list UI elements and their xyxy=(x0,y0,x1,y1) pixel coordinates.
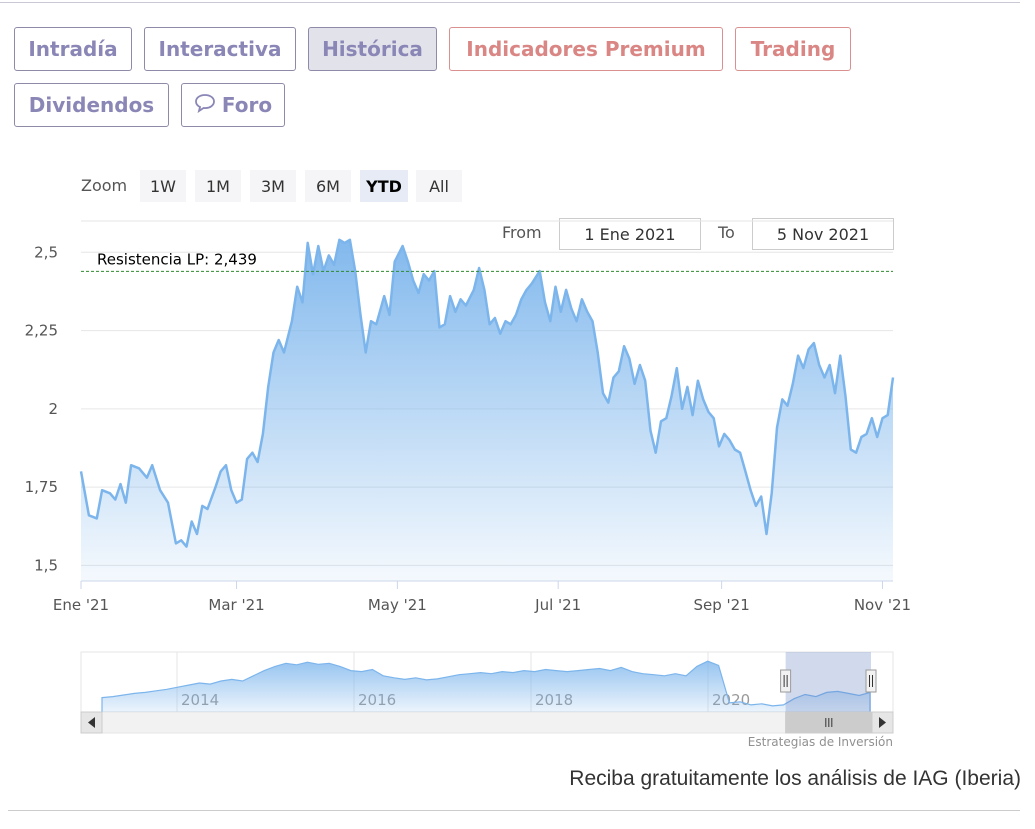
navigator-selection[interactable] xyxy=(785,652,871,712)
scrollbar-thumb[interactable] xyxy=(785,711,873,734)
range-1w-button[interactable]: 1W xyxy=(140,170,186,202)
tab-interactiva[interactable]: Interactiva xyxy=(144,27,296,71)
range-6m-button[interactable]: 6M xyxy=(305,170,351,202)
tab-trading[interactable]: Trading xyxy=(735,27,851,71)
y-tick-label: 1,75 xyxy=(25,478,58,496)
navigator-area xyxy=(101,660,871,713)
navigator-left-handle[interactable] xyxy=(780,669,792,693)
tab-intradia[interactable]: Intradía xyxy=(14,27,132,71)
triangle-left-icon xyxy=(88,717,95,728)
navigator-right-handle[interactable] xyxy=(865,669,877,693)
x-tick-label: Nov '21 xyxy=(854,596,911,614)
x-tick-label: Jul '21 xyxy=(534,596,581,614)
chart-credits[interactable]: Estrategias de Inversión xyxy=(747,735,893,749)
to-label: To xyxy=(718,223,735,242)
x-tick-label: Ene '21 xyxy=(53,596,109,614)
x-tick-label: May '21 xyxy=(368,596,427,614)
y-axis-labels: 1,5 1,75 2 2,25 2,5 xyxy=(25,243,58,574)
y-tick-label: 1,5 xyxy=(34,556,58,574)
tab-historica[interactable]: Histórica xyxy=(308,27,437,71)
navigator-year-label: 2016 xyxy=(358,691,396,709)
x-tick-label: Sep '21 xyxy=(694,596,750,614)
y-grid xyxy=(81,251,893,566)
tab-foro[interactable]: Foro xyxy=(181,83,285,127)
range-3m-button[interactable]: 3M xyxy=(250,170,296,202)
to-date-input[interactable]: 5 Nov 2021 xyxy=(752,218,894,250)
navigator-frame xyxy=(80,651,894,713)
price-line xyxy=(79,238,895,548)
scroll-right-button[interactable] xyxy=(871,711,894,734)
y-tick-label: 2,25 xyxy=(25,322,58,340)
navigator-year-label: 2018 xyxy=(535,691,573,709)
analysis-cta-link[interactable]: Reciba gratuitamente los análisis de IAG… xyxy=(569,767,1021,790)
navigator-year-label: 2020 xyxy=(712,691,750,709)
navigator-year-label: 2014 xyxy=(181,691,219,709)
tab-indicadores-premium[interactable]: Indicadores Premium xyxy=(449,27,723,71)
range-1m-button[interactable]: 1M xyxy=(195,170,241,202)
triangle-right-icon xyxy=(879,717,886,728)
top-divider xyxy=(0,2,1020,3)
y-tick-label: 2 xyxy=(48,400,58,418)
range-ytd-button[interactable]: YTD xyxy=(360,170,408,202)
tab-dividendos[interactable]: Dividendos xyxy=(14,83,169,127)
x-axis-labels: Ene '21 Mar '21 May '21 Jul '21 Sep '21 Nov '… xyxy=(53,581,911,614)
resistance-label: Resistencia LP: 2,439 xyxy=(97,250,257,268)
price-area xyxy=(81,239,893,582)
y-tick-label: 2,5 xyxy=(34,243,58,261)
from-date-input[interactable]: 1 Ene 2021 xyxy=(559,218,701,250)
zoom-label: Zoom xyxy=(81,176,128,195)
speech-bubble-icon xyxy=(194,93,216,118)
grip-icon xyxy=(825,718,833,727)
scroll-left-button[interactable] xyxy=(80,711,103,734)
range-all-button[interactable]: All xyxy=(416,170,462,202)
from-label: From xyxy=(502,223,542,242)
x-tick-label: Mar '21 xyxy=(208,596,264,614)
bottom-divider xyxy=(8,810,1020,811)
scrollbar-track[interactable] xyxy=(80,711,894,734)
navigator-year-labels: 2014 2016 2018 2020 xyxy=(176,652,750,712)
